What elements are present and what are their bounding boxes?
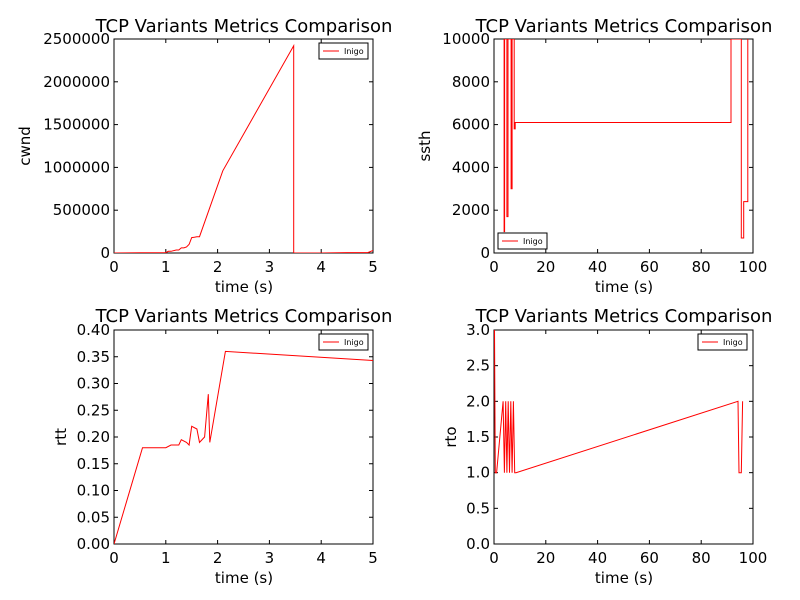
- y-tick-label: 0.10: [77, 482, 110, 500]
- y-axis-label: rto: [442, 426, 460, 447]
- subplot-rtt: TCP Variants Metrics Comparison 0 1 2 3 4 5 0.…: [52, 306, 392, 587]
- ticks: 0 20 40 60 80 100 0 2000 4000 6000 8000 10000: [442, 30, 767, 276]
- y-tick-label: 2500000: [43, 30, 110, 48]
- y-tick-label: 2.5: [466, 357, 490, 375]
- series-group: [494, 330, 744, 474]
- y-tick-label: 1000000: [43, 158, 110, 176]
- x-tick-label: 20: [536, 549, 555, 567]
- y-tick-label: 0.25: [77, 401, 110, 419]
- subplot-rto: TCP Variants Metrics Comparison 0 20 40 60 8…: [442, 306, 772, 587]
- x-tick-label: 5: [368, 549, 378, 567]
- legend-label: Inigo: [723, 338, 743, 347]
- y-tick-label: 0.40: [77, 321, 110, 339]
- legend-label: Inigo: [344, 338, 364, 347]
- x-tick-label: 0: [109, 549, 119, 567]
- legend-box: [497, 232, 548, 250]
- series-group: [114, 43, 373, 253]
- x-tick-label: 100: [739, 549, 768, 567]
- legend: Inigo: [497, 232, 548, 250]
- x-tick-label: 0: [489, 258, 499, 276]
- y-tick-label: 8000: [452, 73, 490, 91]
- y-tick-label: 1500000: [43, 116, 110, 134]
- x-tick-label: 1: [161, 258, 171, 276]
- x-tick-label: 4: [316, 258, 326, 276]
- series-line-inigo: [114, 350, 373, 544]
- x-tick-label: 0: [109, 258, 119, 276]
- x-axis-label: time (s): [595, 569, 653, 587]
- y-axis-label: cwnd: [16, 126, 34, 166]
- x-tick-label: 20: [536, 258, 555, 276]
- legend-box: [697, 333, 748, 351]
- y-axis-label: ssth: [416, 130, 434, 161]
- subplot-ssth: TCP Variants Metrics Comparison 0 20 40 60 8…: [416, 16, 772, 296]
- y-tick-label: 2000000: [43, 73, 110, 91]
- legend: Inigo: [697, 333, 748, 351]
- series-line-inigo: [494, 330, 744, 474]
- x-tick-label: 40: [588, 258, 607, 276]
- legend-box: [318, 333, 369, 351]
- legend-box: [318, 42, 369, 60]
- y-tick-label: 500000: [53, 201, 110, 219]
- y-tick-label: 0.0: [466, 535, 490, 553]
- y-tick-label: 2.0: [466, 392, 490, 410]
- legend-label: Inigo: [344, 47, 364, 56]
- plot-frame: [493, 329, 754, 545]
- subplot-cwnd: TCP Variants Metrics Comparison 0 1 2 3 4 5 0 5…: [16, 16, 392, 296]
- series-group: [503, 39, 749, 239]
- series-group: [114, 350, 373, 544]
- y-tick-label: 3.0: [466, 321, 490, 339]
- x-tick-label: 3: [265, 549, 275, 567]
- x-tick-label: 3: [265, 258, 275, 276]
- series-line-inigo: [503, 39, 749, 239]
- y-tick-label: 1.5: [466, 428, 490, 446]
- x-tick-label: 2: [213, 258, 223, 276]
- x-tick-label: 0: [489, 549, 499, 567]
- x-tick-label: 2: [213, 549, 223, 567]
- x-tick-label: 40: [588, 549, 607, 567]
- y-tick-label: 0: [480, 244, 490, 262]
- plot-frame: [113, 329, 374, 545]
- y-tick-label: 6000: [452, 116, 490, 134]
- x-axis-label: time (s): [215, 569, 273, 587]
- y-tick-label: 2000: [452, 201, 490, 219]
- y-tick-label: 0.15: [77, 455, 110, 473]
- y-tick-label: 0.30: [77, 375, 110, 393]
- x-tick-label: 4: [316, 549, 326, 567]
- x-tick-label: 100: [739, 258, 768, 276]
- x-tick-label: 80: [692, 549, 711, 567]
- y-tick-label: 0: [100, 244, 110, 262]
- series-line-inigo: [114, 43, 373, 253]
- ticks: 0 20 40 60 80 100 0.0 0.5 1.0 1.5 2.0 2.5 3.0: [466, 321, 767, 567]
- ticks: 0 1 2 3 4 5 0.00 0.05 0.10 0.15 0.20 0.25 0.30 0.35 0.…: [77, 321, 378, 567]
- ticks: 0 1 2 3 4 5 0 500000 1000000 1500000 2000000 250000…: [43, 30, 378, 276]
- y-tick-label: 10000: [442, 30, 490, 48]
- chart-title: TCP Variants Metrics Comparison: [475, 16, 773, 37]
- y-tick-label: 0.35: [77, 348, 110, 366]
- x-tick-label: 60: [640, 258, 659, 276]
- x-tick-label: 60: [640, 549, 659, 567]
- x-axis-label: time (s): [215, 278, 273, 296]
- chart-title: TCP Variants Metrics Comparison: [95, 306, 393, 327]
- y-tick-label: 0.5: [466, 499, 490, 517]
- legend: Inigo: [318, 42, 369, 60]
- chart-title: TCP Variants Metrics Comparison: [475, 306, 773, 327]
- chart-title: TCP Variants Metrics Comparison: [95, 16, 393, 37]
- x-axis-label: time (s): [595, 278, 653, 296]
- legend: Inigo: [318, 333, 369, 351]
- y-tick-label: 1.0: [466, 464, 490, 482]
- plot-frame: [493, 38, 754, 254]
- y-tick-label: 4000: [452, 158, 490, 176]
- y-axis-label: rtt: [52, 428, 70, 446]
- y-tick-label: 0.05: [77, 508, 110, 526]
- plot-frame: [113, 38, 374, 254]
- x-tick-label: 80: [692, 258, 711, 276]
- x-tick-label: 5: [368, 258, 378, 276]
- legend-label: Inigo: [523, 237, 543, 246]
- x-tick-label: 1: [161, 549, 171, 567]
- y-tick-label: 0.00: [77, 535, 110, 553]
- y-tick-label: 0.20: [77, 428, 110, 446]
